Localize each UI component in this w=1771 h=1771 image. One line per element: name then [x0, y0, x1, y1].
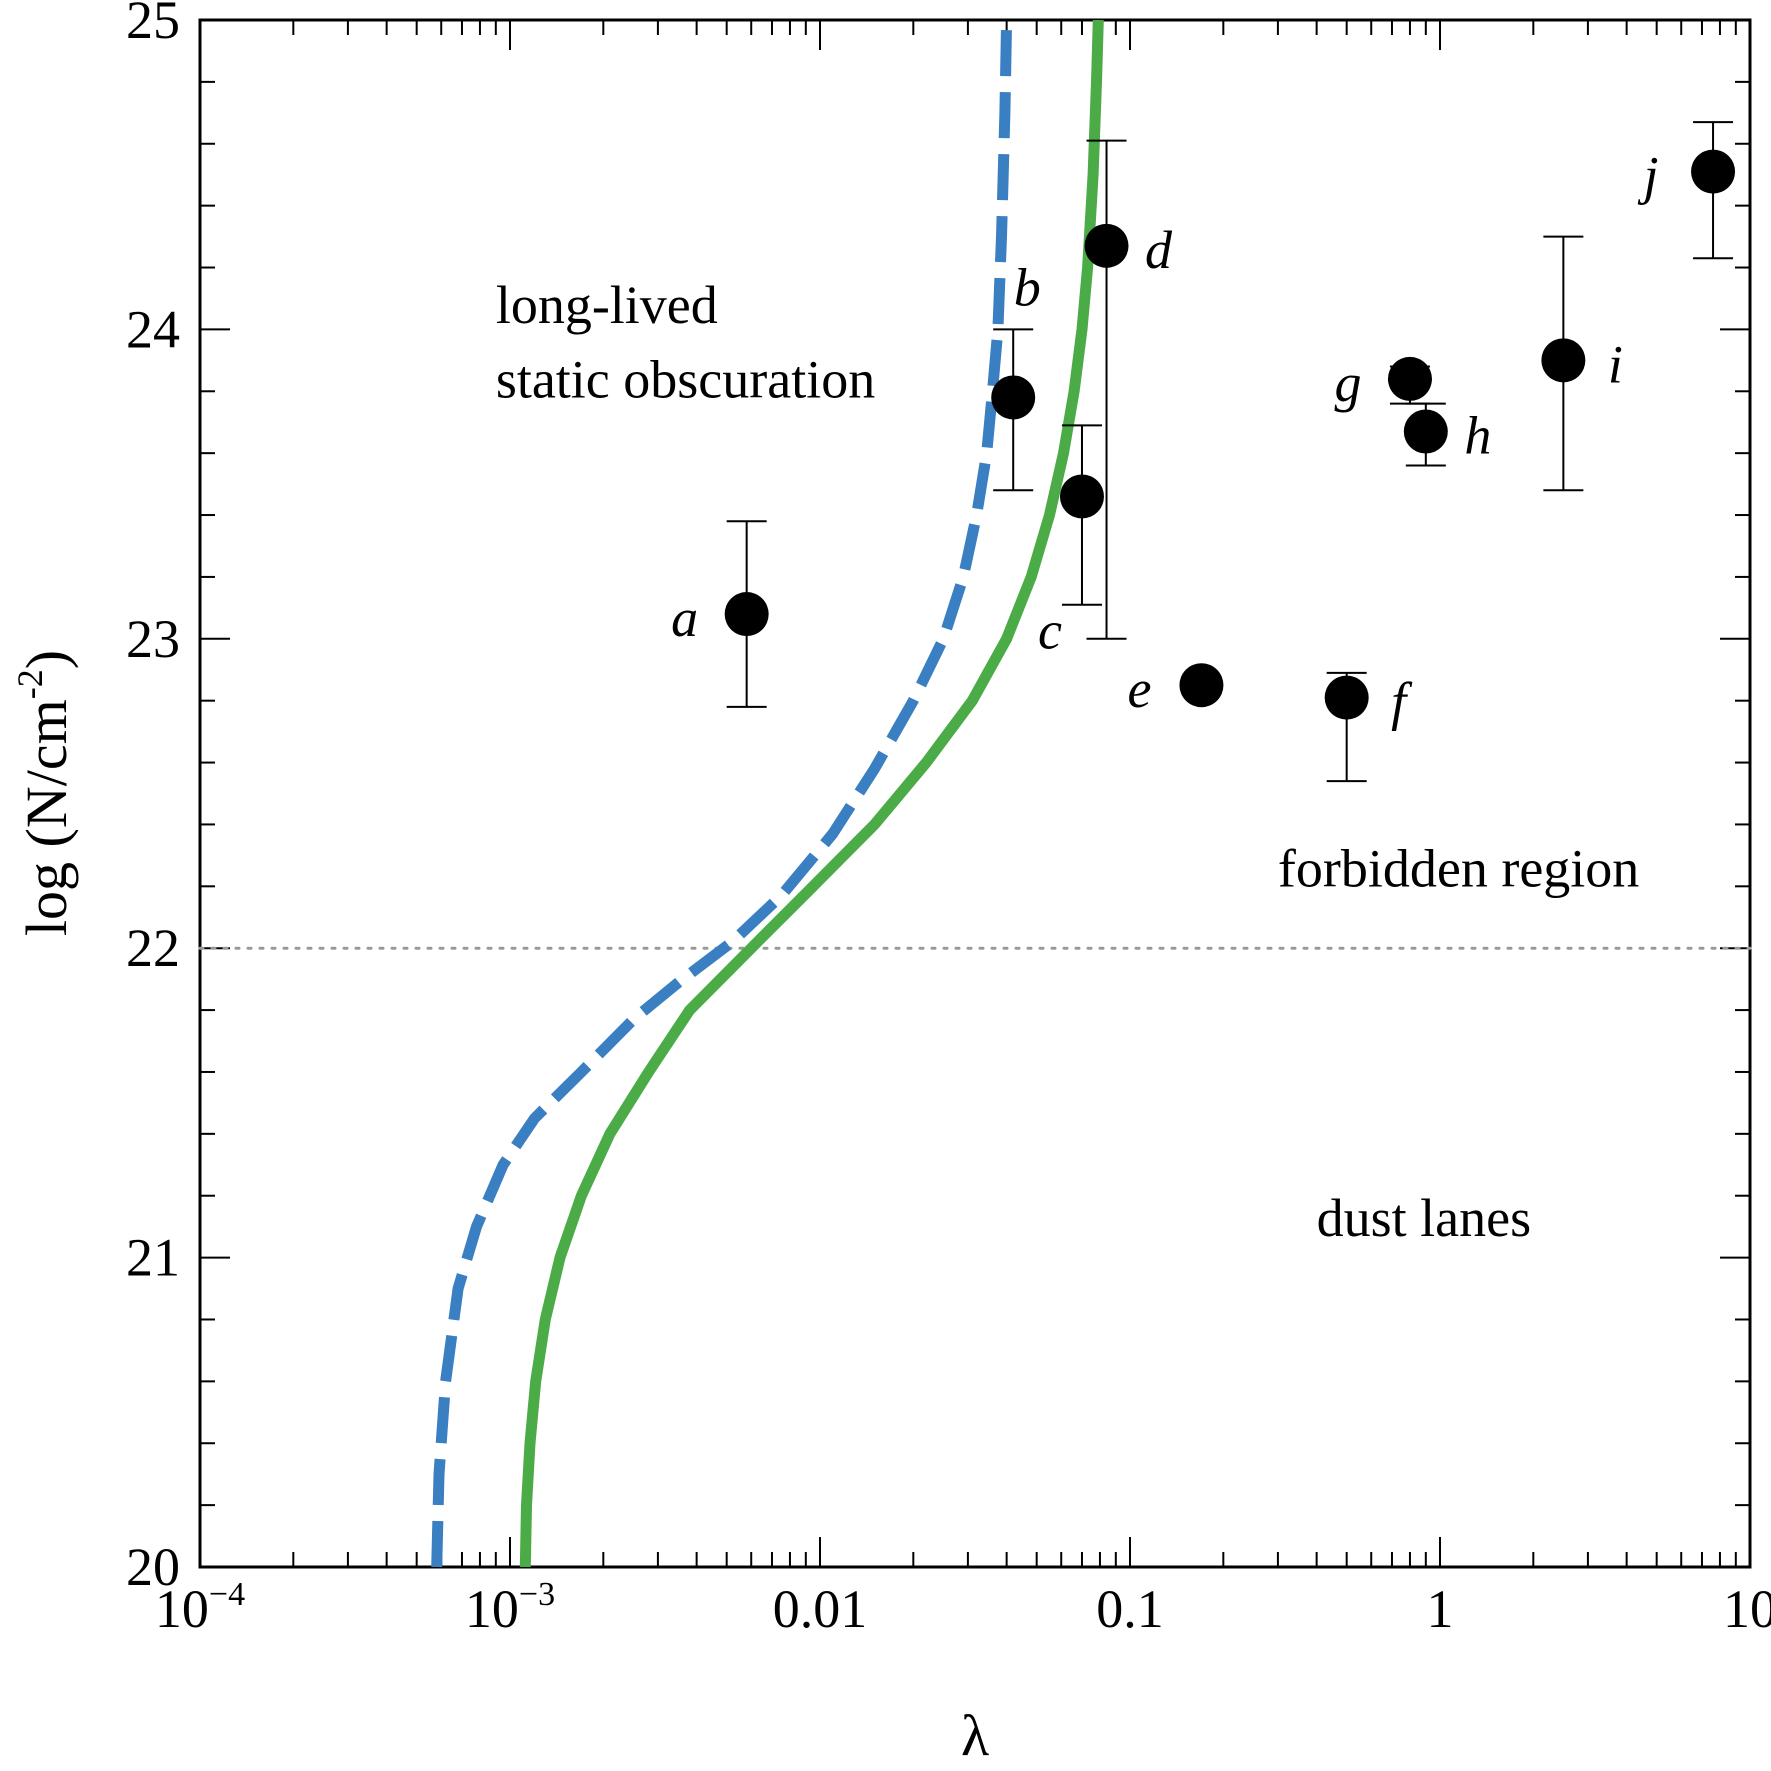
point-label: a: [671, 588, 698, 648]
point-marker: [1541, 338, 1586, 383]
point-marker: [991, 375, 1036, 420]
data-point-i: i: [1541, 235, 1623, 492]
x-tick-base: 10: [465, 1579, 519, 1639]
y-tick-label: 23: [126, 609, 180, 669]
point-label: j: [1638, 146, 1659, 206]
point-label: b: [1014, 257, 1041, 317]
y-axis-title-main: log (N/cm: [14, 699, 79, 936]
y-tick-label: 21: [126, 1228, 180, 1288]
region-annotation: static obscuration: [496, 349, 875, 409]
point-label: g: [1334, 353, 1361, 413]
x-tick-label: 10: [1723, 1579, 1771, 1639]
data-point-j: j: [1638, 121, 1736, 260]
data-point-f: f: [1324, 672, 1413, 783]
point-label: c: [1038, 600, 1062, 660]
solid-curve: [519, 20, 1104, 1567]
point-marker: [1179, 663, 1224, 708]
point-marker: [1324, 675, 1369, 720]
y-tick-label: 20: [126, 1537, 180, 1597]
point-marker: [1059, 474, 1104, 519]
point-label: d: [1145, 220, 1173, 280]
x-tick-exp: −4: [209, 1576, 245, 1613]
point-marker: [1387, 356, 1432, 401]
point-label: f: [1391, 672, 1413, 732]
region-annotation: long-lived: [496, 275, 718, 335]
dashed-curve: [431, 20, 1013, 1567]
y-tick-labels: 20 21 22 23 24 25: [126, 0, 180, 1597]
points-group: a b c d e f g h i j: [671, 121, 1736, 783]
point-marker: [1084, 223, 1129, 268]
point-marker: [724, 592, 769, 637]
x-tick-label: 0.01: [773, 1579, 868, 1639]
region-annotation: forbidden region: [1278, 838, 1639, 898]
point-label: i: [1608, 334, 1623, 394]
data-point-b: b: [991, 257, 1041, 492]
data-point-g: g: [1334, 353, 1432, 413]
data-point-d: d: [1084, 139, 1173, 640]
y-axis-title-close: ): [14, 650, 79, 669]
point-label: e: [1127, 659, 1151, 719]
x-tick-base: 10: [155, 1579, 209, 1639]
y-tick-label: 25: [126, 0, 180, 50]
axis-ticks: [199, 19, 1750, 1568]
x-tick-label: 0.1: [1096, 1579, 1164, 1639]
annotations-group: long-lived static obscuration forbidden re…: [496, 275, 1639, 1248]
data-point-c: c: [1038, 424, 1104, 660]
curves-group: [431, 20, 1104, 1567]
x-tick-label: 10−3: [465, 1576, 555, 1639]
x-tick-exp: −3: [519, 1576, 555, 1613]
x-tick-labels: 10−4 10−3 0.01 0.1 1 10: [155, 1576, 1771, 1639]
point-label: h: [1464, 406, 1491, 466]
y-axis-title-exp: -2: [10, 669, 50, 699]
y-tick-label: 22: [126, 918, 180, 978]
point-marker: [1691, 149, 1736, 194]
x-tick-label: 1: [1427, 1579, 1454, 1639]
x-tick-label: 10−4: [155, 1576, 245, 1639]
plot-frame: [198, 18, 1752, 1569]
data-point-h: h: [1403, 402, 1491, 467]
x-axis-title: λ: [961, 1703, 989, 1768]
data-point-a: a: [671, 520, 769, 708]
region-annotation: dust lanes: [1317, 1188, 1531, 1248]
point-marker: [1403, 409, 1448, 454]
y-tick-label: 24: [126, 299, 180, 359]
data-point-e: e: [1127, 659, 1224, 719]
y-axis-title: log (N/cm-2): [10, 650, 79, 936]
